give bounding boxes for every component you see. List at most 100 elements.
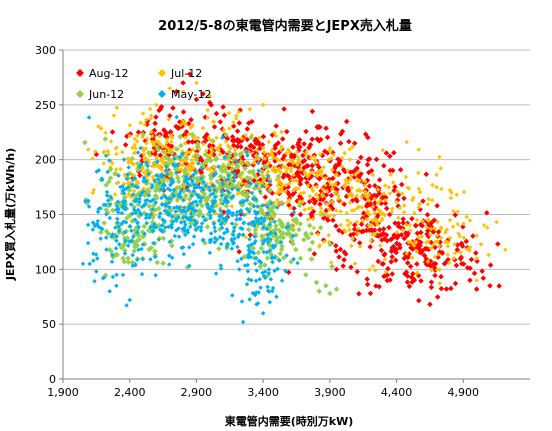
point-aug-12 bbox=[366, 227, 373, 233]
point-jun-12 bbox=[276, 217, 283, 224]
point-jun-12 bbox=[244, 193, 250, 200]
point-may-12 bbox=[125, 243, 131, 248]
point-jul-12 bbox=[235, 191, 240, 197]
point-jul-12 bbox=[112, 192, 118, 197]
point-jul-12 bbox=[195, 135, 201, 141]
point-aug-12 bbox=[463, 238, 470, 245]
point-may-12 bbox=[244, 282, 250, 287]
point-jul-12 bbox=[321, 239, 327, 245]
point-jun-12 bbox=[106, 179, 112, 185]
point-jul-12 bbox=[216, 145, 221, 150]
point-jul-12 bbox=[437, 267, 442, 272]
point-may-12 bbox=[145, 163, 151, 169]
point-jul-12 bbox=[167, 86, 172, 91]
point-aug-12 bbox=[290, 144, 296, 150]
point-jun-12 bbox=[124, 215, 130, 221]
point-may-12 bbox=[262, 216, 267, 221]
point-aug-12 bbox=[339, 128, 346, 135]
point-jul-12 bbox=[125, 180, 131, 186]
point-may-12 bbox=[265, 211, 271, 217]
point-jul-12 bbox=[131, 150, 137, 156]
point-may-12 bbox=[129, 211, 135, 216]
point-may-12 bbox=[133, 184, 139, 189]
point-aug-12 bbox=[333, 223, 339, 229]
point-jul-12 bbox=[437, 281, 442, 286]
point-may-12 bbox=[231, 178, 237, 184]
point-jul-12 bbox=[304, 152, 310, 158]
point-may-12 bbox=[99, 176, 105, 181]
point-jul-12 bbox=[417, 201, 422, 207]
point-aug-12 bbox=[311, 251, 318, 257]
point-may-12 bbox=[105, 198, 111, 203]
point-jun-12 bbox=[290, 217, 297, 223]
point-jul-12 bbox=[345, 218, 350, 223]
point-aug-12 bbox=[357, 240, 363, 246]
point-jun-12 bbox=[320, 211, 327, 218]
point-jun-12 bbox=[146, 188, 152, 195]
point-jul-12 bbox=[339, 199, 344, 205]
point-jun-12 bbox=[258, 245, 265, 251]
point-may-12 bbox=[151, 228, 156, 234]
point-jul-12 bbox=[251, 160, 256, 166]
point-jun-12 bbox=[217, 173, 224, 180]
point-aug-12 bbox=[336, 254, 342, 260]
axis-layer: 0 50 100 150 200 250 300 1,900 2,400 2,900 3,400 3,… bbox=[35, 44, 530, 399]
point-may-12 bbox=[96, 168, 102, 173]
point-may-12 bbox=[212, 228, 218, 234]
point-jul-12 bbox=[401, 203, 407, 208]
point-may-12 bbox=[198, 228, 204, 233]
point-jun-12 bbox=[141, 223, 147, 230]
point-jul-12 bbox=[339, 164, 344, 169]
point-jun-12 bbox=[307, 246, 313, 253]
point-jul-12 bbox=[399, 191, 405, 196]
point-jul-12 bbox=[378, 212, 384, 217]
point-jun-12 bbox=[279, 243, 285, 250]
point-jul-12 bbox=[431, 242, 436, 248]
point-jul-12 bbox=[336, 196, 341, 202]
point-aug-12 bbox=[356, 290, 362, 297]
point-may-12 bbox=[225, 199, 231, 205]
point-jul-12 bbox=[375, 200, 381, 206]
point-may-12 bbox=[174, 162, 180, 168]
point-aug-12 bbox=[335, 156, 341, 162]
point-jul-12 bbox=[377, 208, 382, 213]
point-jul-12 bbox=[143, 117, 149, 123]
point-jun-12 bbox=[313, 279, 320, 286]
point-aug-12 bbox=[229, 134, 236, 140]
point-aug-12 bbox=[310, 208, 317, 215]
point-aug-12 bbox=[428, 223, 434, 230]
point-aug-12 bbox=[408, 245, 414, 251]
point-may-12 bbox=[246, 209, 252, 215]
point-jun-12 bbox=[196, 212, 202, 219]
point-aug-12 bbox=[435, 254, 441, 260]
point-may-12 bbox=[148, 199, 153, 204]
point-may-12 bbox=[217, 234, 223, 240]
point-aug-12 bbox=[257, 145, 263, 152]
point-aug-12 bbox=[414, 261, 420, 267]
point-jul-12 bbox=[416, 170, 421, 176]
point-aug-12 bbox=[297, 195, 303, 202]
point-aug-12 bbox=[473, 250, 479, 256]
point-jun-12 bbox=[248, 134, 254, 141]
point-aug-12 bbox=[157, 152, 164, 159]
point-jul-12 bbox=[304, 149, 309, 155]
point-may-12 bbox=[187, 204, 192, 209]
point-jun-12 bbox=[238, 171, 244, 177]
point-jul-12 bbox=[474, 233, 479, 238]
point-may-12 bbox=[264, 250, 270, 255]
point-jun-12 bbox=[216, 245, 222, 252]
point-may-12 bbox=[187, 176, 192, 181]
y-tick-label: 200 bbox=[35, 154, 56, 167]
point-jul-12 bbox=[366, 192, 372, 198]
point-may-12 bbox=[256, 258, 262, 264]
point-jul-12 bbox=[307, 193, 313, 199]
point-may-12 bbox=[130, 192, 135, 198]
point-aug-12 bbox=[317, 201, 323, 207]
point-aug-12 bbox=[373, 283, 379, 289]
point-jul-12 bbox=[338, 222, 344, 228]
point-may-12 bbox=[220, 236, 226, 241]
point-may-12 bbox=[191, 182, 197, 188]
point-may-12 bbox=[234, 159, 239, 165]
point-jul-12 bbox=[205, 115, 211, 120]
point-jun-12 bbox=[180, 181, 187, 188]
